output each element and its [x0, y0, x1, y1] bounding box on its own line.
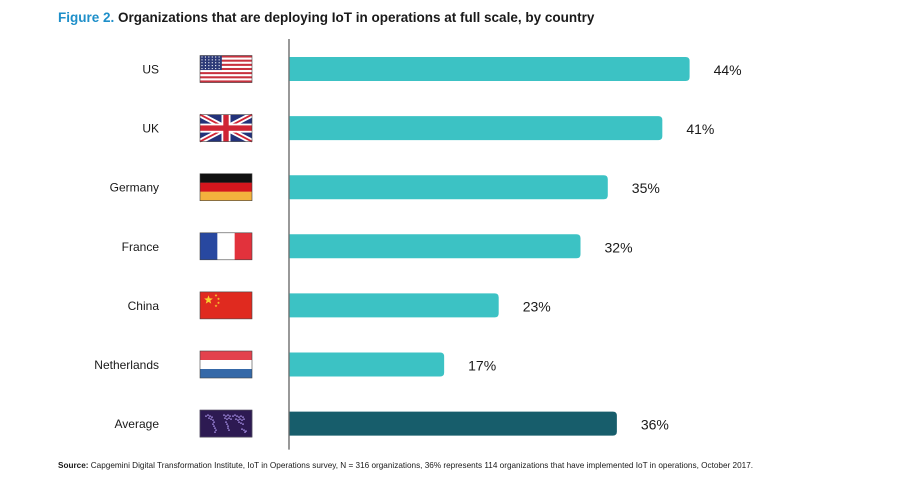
source-label: Source:: [58, 461, 89, 470]
average-bar: [289, 411, 617, 436]
category-label: China: [128, 299, 160, 313]
category-label: US: [142, 63, 159, 77]
data-label: 36%: [641, 417, 669, 433]
world-map-icon: [199, 409, 253, 438]
bar: [289, 116, 663, 141]
data-label: 32%: [605, 239, 633, 255]
bar: [289, 234, 581, 259]
category-label: Netherlands: [94, 358, 159, 372]
china-flag: [199, 291, 253, 320]
germany-flag: [199, 173, 253, 201]
category-label: Germany: [110, 181, 159, 195]
data-label: 35%: [632, 180, 660, 196]
bar: [289, 57, 690, 81]
figure-label: Figure 2.: [58, 10, 115, 25]
category-label: Average: [115, 417, 160, 431]
chart-title: Figure 2. Organizations that are deployi…: [58, 10, 594, 25]
uk-flag: [198, 112, 254, 145]
title-text: Organizations that are deploying IoT in …: [114, 10, 595, 25]
france-flag: [199, 232, 253, 261]
data-label: 23%: [523, 298, 551, 314]
bar: [289, 352, 445, 377]
netherlands-flag: [199, 350, 253, 379]
bar: [289, 293, 499, 318]
category-label: France: [122, 240, 160, 254]
data-label: 44%: [714, 62, 742, 78]
data-label: 41%: [686, 121, 714, 137]
source-text: Capgemini Digital Transformation Institu…: [88, 461, 754, 470]
bar: [289, 175, 608, 200]
data-label: 17%: [468, 358, 496, 374]
category-label: UK: [142, 122, 159, 136]
source-note: Source: Capgemini Digital Transformation…: [58, 461, 753, 470]
us-flag: [199, 55, 253, 83]
